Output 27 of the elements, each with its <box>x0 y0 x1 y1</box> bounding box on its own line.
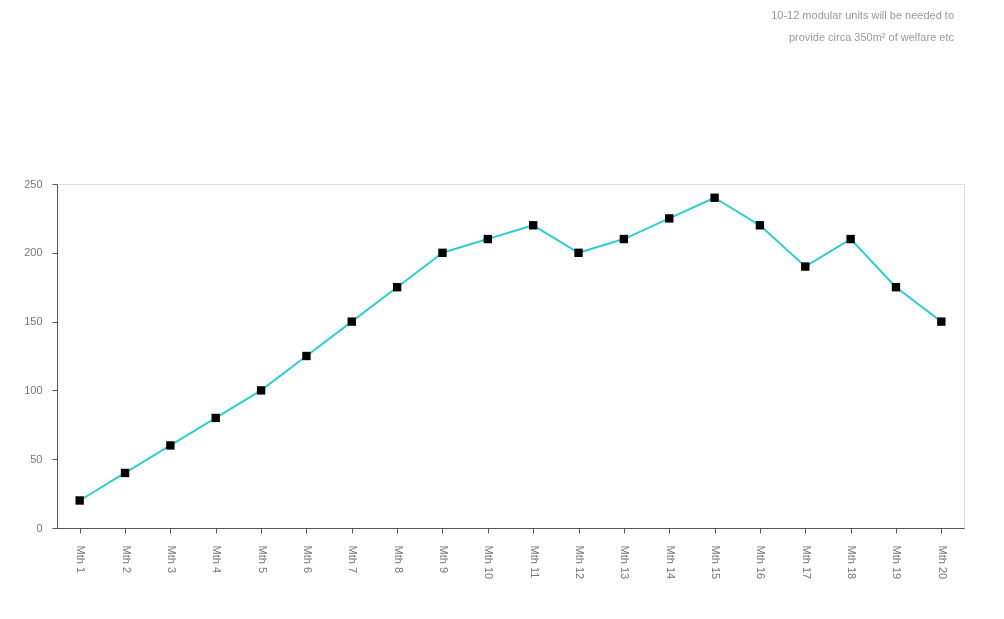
x-tick-label: Mth 9 <box>437 545 450 574</box>
x-tick-label: Mth 1 <box>75 545 88 574</box>
text: 10-12 modular units will be needed to provide circa 350m² of welfare etc <box>771 9 955 43</box>
y-tick-label: 0 <box>36 521 43 534</box>
x-tick-label: Mth 5 <box>256 545 269 574</box>
x-tick-label: Mth 2 <box>120 545 133 574</box>
x-tick-label: Mth 11 <box>528 545 541 579</box>
x-tick-label: Mth 7 <box>347 545 360 574</box>
x-tick-label: Mth 20 <box>936 545 949 580</box>
x-tick-label: Mth 16 <box>755 545 768 580</box>
x-tick-label: Mth 10 <box>483 545 496 580</box>
x-tick-label: Mth 4 <box>211 545 224 574</box>
y-tick-label: 100 <box>24 383 43 396</box>
x-tick-label: Mth 14 <box>664 545 677 580</box>
x-tick-label: Mth 3 <box>165 545 178 574</box>
y-tick-label: 50 <box>30 452 43 465</box>
x-tick-label: Mth 15 <box>710 545 723 580</box>
x-tick-label: Mth 17 <box>800 545 813 580</box>
x-tick-label: Mth 13 <box>619 545 632 580</box>
x-tick-label: Mth 19 <box>891 545 904 580</box>
x-tick-label: Mth 18 <box>846 545 859 580</box>
y-tick-label: 250 <box>24 177 43 190</box>
y-tick-label: 150 <box>24 315 43 328</box>
x-tick-label: Mth 6 <box>301 545 314 574</box>
x-tick-label: Mth 12 <box>574 545 587 580</box>
y-tick-label: 200 <box>24 246 43 259</box>
x-tick-label: Mth 8 <box>392 545 405 574</box>
